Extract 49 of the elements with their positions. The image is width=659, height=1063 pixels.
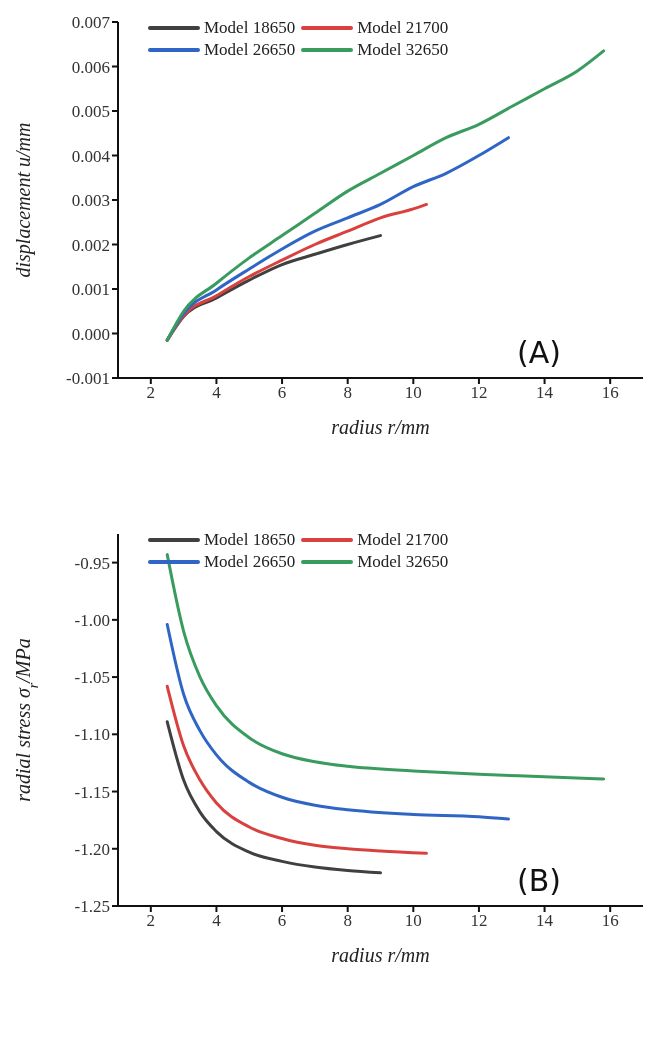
x-tick-label: 12	[470, 383, 488, 403]
x-axis-title: radius r/mm	[331, 416, 430, 438]
x-tick-label: 2	[146, 383, 156, 403]
x-tick-label: 8	[343, 911, 352, 931]
y-tick-label: 0.001	[71, 280, 110, 300]
y-tick-label: 0.006	[71, 57, 110, 77]
line-series	[165, 622, 510, 821]
x-tick-label: 4	[212, 383, 222, 403]
legend-label: Model 26650	[204, 40, 296, 60]
y-tick-label: 0.004	[71, 146, 111, 166]
y-tick-label: -1.25	[74, 897, 110, 917]
y-tick-label: -1.00	[74, 610, 110, 630]
x-tick-label: 10	[404, 383, 422, 403]
y-tick-label: 0.005	[71, 102, 110, 122]
y-tick-label: 0.002	[71, 235, 110, 255]
legend-label: Model 32650	[357, 40, 449, 60]
y-tick-label: 0.003	[71, 191, 110, 211]
legend-label: Model 21700	[357, 18, 449, 38]
line-series	[165, 553, 606, 781]
annotation: (B)	[517, 863, 561, 898]
y-tick-label: -1.05	[74, 668, 110, 688]
x-tick-label: 4	[212, 911, 222, 931]
y-tick-label: 0.007	[71, 13, 111, 33]
y-tick-label: -0.95	[74, 553, 110, 573]
x-tick-label: 2	[146, 911, 156, 931]
x-tick-label: 14	[536, 911, 554, 931]
y-tick-label: -1.10	[74, 725, 110, 745]
annotation: (A)	[517, 335, 561, 370]
legend-label: Model 21700	[357, 530, 449, 550]
legend-label: Model 26650	[204, 552, 296, 572]
x-axis-title: radius r/mm	[331, 944, 430, 966]
x-tick-label: 16	[601, 911, 619, 931]
y-tick-label: -1.20	[74, 839, 110, 859]
legend-label: Model 32650	[357, 552, 449, 572]
y-tick-label: -0.001	[66, 369, 110, 389]
x-tick-label: 10	[404, 911, 422, 931]
line-series	[165, 684, 428, 855]
legend-label: Model 18650	[204, 530, 296, 550]
x-tick-label: 6	[277, 911, 287, 931]
y-tick-label: -1.15	[74, 782, 110, 802]
x-tick-label: 16	[601, 383, 619, 403]
x-tick-label: 6	[277, 383, 287, 403]
y-axis-title: displacement u/mm	[12, 122, 35, 278]
y-tick-label: 0.000	[71, 324, 110, 344]
x-tick-label: 14	[536, 383, 554, 403]
x-tick-label: 12	[470, 911, 488, 931]
legend-label: Model 18650	[204, 18, 296, 38]
x-tick-label: 8	[343, 383, 352, 403]
line-series	[165, 720, 382, 875]
